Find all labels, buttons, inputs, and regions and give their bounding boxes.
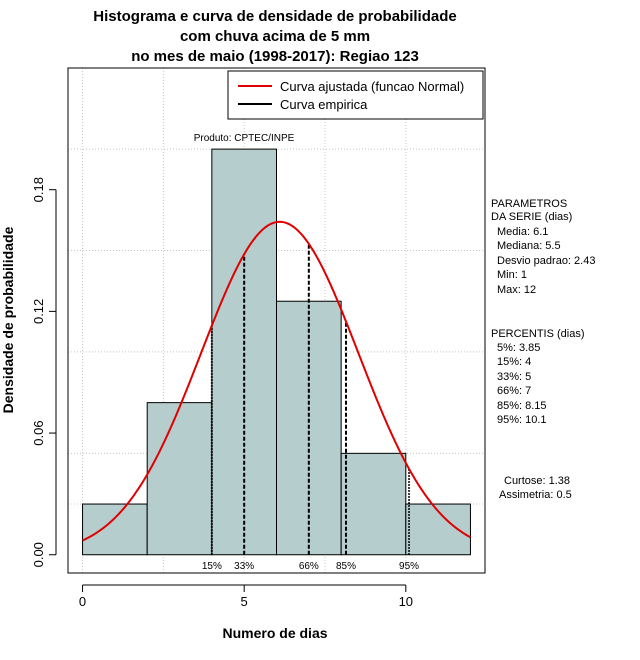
histogram-bar	[82, 503, 148, 556]
percentile-label-3: 85%	[336, 561, 356, 572]
y-tick-label-1: 0.06	[31, 420, 46, 445]
product-label: Produto: CPTEC/INPE	[194, 133, 295, 144]
percentile-label-2: 66%	[299, 561, 319, 572]
y-tick-label-2: 0.12	[31, 299, 46, 324]
param-desvio: Desvio padrao: 2.43	[497, 255, 595, 267]
percentil-33: 33%: 5	[497, 371, 531, 383]
histogram-bars	[82, 148, 471, 556]
chart-title: Histograma e curva de densidade de proba…	[93, 8, 456, 65]
legend-label-normal: Curva ajustada (funcao Normal)	[280, 79, 464, 94]
plot-frame	[67, 67, 486, 574]
assimetria-label: Assimetria: 0.5	[499, 489, 572, 501]
percentile-label-4: 95%	[399, 561, 419, 572]
x-tick-label-2: 10	[399, 594, 413, 609]
legend: Curva ajustada (funcao Normal) Curva emp…	[227, 70, 484, 120]
side-panel: PARAMETROS DA SERIE (dias) Media: 6.1 Me…	[491, 198, 595, 501]
normal-curve-line	[82, 220, 471, 542]
x-axis-title: Numero de dias	[222, 625, 327, 641]
percentis-title: PERCENTIS (dias)	[491, 328, 585, 340]
title-line-3: no mes de maio (1998-2017): Regiao 123	[131, 48, 419, 65]
title-line-1: Histograma e curva de densidade de proba…	[93, 8, 456, 25]
x-tick-label-1: 5	[241, 594, 248, 609]
histogram-bar	[146, 402, 213, 556]
param-mediana: Mediana: 5.5	[497, 240, 561, 252]
percentile-label-1: 33%	[234, 561, 254, 572]
x-tick-label-0: 0	[79, 594, 86, 609]
histogram-bar	[340, 452, 407, 556]
percentil-95: 95%: 10.1	[497, 414, 547, 426]
percentil-66: 66%: 7	[497, 385, 531, 397]
axes: 0 5 10 0.00 0.06 0.12 0.18	[31, 177, 413, 609]
legend-box	[227, 70, 484, 120]
y-tick-label-3: 0.18	[31, 177, 46, 202]
params-title-1: PARAMETROS	[491, 198, 567, 210]
param-media: Media: 6.1	[497, 226, 548, 238]
percentil-5: 5%: 3.85	[497, 342, 540, 354]
percentil-85: 85%: 8.15	[497, 400, 547, 412]
y-tick-label-0: 0.00	[31, 542, 46, 567]
percentil-15: 15%: 4	[497, 356, 531, 368]
legend-label-empirical: Curva empirica	[280, 97, 368, 112]
param-max: Max: 12	[497, 284, 536, 296]
percentile-label-0: 15%	[202, 561, 222, 572]
curtose-label: Curtose: 1.38	[504, 475, 570, 487]
param-min: Min: 1	[497, 269, 527, 281]
percentile-lines: 15% 33% 66% 85% 95%	[202, 243, 419, 572]
y-axis-title: Densidade de probabilidade	[0, 226, 16, 413]
title-line-2: com chuva acima de 5 mm	[180, 28, 370, 45]
params-title-2: DA SERIE (dias)	[491, 211, 572, 223]
